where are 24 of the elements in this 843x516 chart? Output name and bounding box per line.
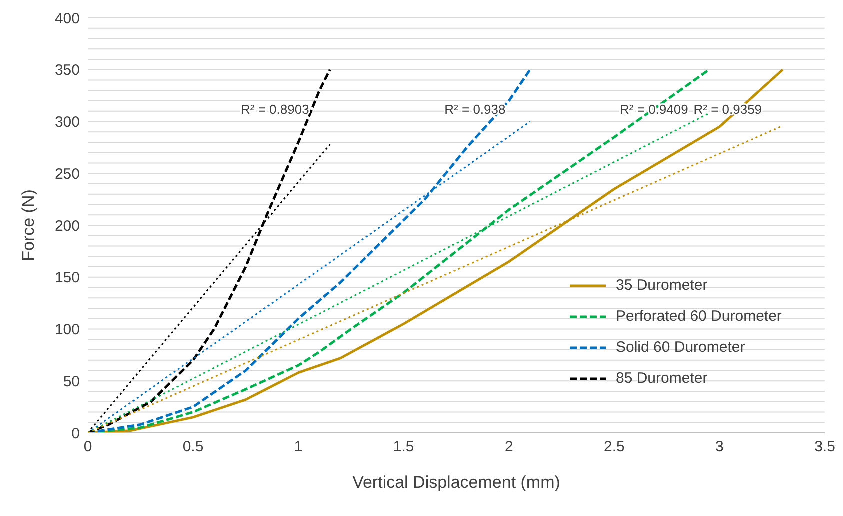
x-tick-label: 0.5: [182, 438, 204, 456]
legend-label: 35 Durometer: [616, 277, 708, 294]
x-tick-label: 3: [716, 438, 724, 456]
y-tick-label: 350: [54, 62, 80, 80]
annotation: R² = 0.8903: [241, 102, 310, 117]
legend-label: Solid 60 Durometer: [616, 339, 746, 356]
x-tick-label: 1.5: [393, 438, 414, 456]
y-tick-label: 100: [54, 322, 80, 339]
y-tick-label: 250: [54, 166, 80, 183]
x-axis-title: Vertical Displacement (mm): [352, 473, 560, 492]
x-tick-label: 1: [294, 438, 303, 456]
x-tick-label: 3.5: [814, 438, 836, 456]
x-tick-label: 2: [504, 438, 514, 456]
y-tick-label: 50: [63, 373, 80, 390]
y-tick-label: 400: [54, 10, 80, 28]
x-tick-label: 2.5: [604, 438, 625, 456]
legend-label: 85 Durometer: [616, 370, 708, 387]
y-tick-label: 0: [72, 425, 80, 442]
y-tick-label: 300: [54, 114, 80, 132]
x-tick-label: 0: [84, 438, 92, 456]
legend-label: Perforated 60 Durometer: [616, 308, 782, 325]
y-tick-label: 200: [54, 218, 80, 235]
y-axis-title: Force (N): [19, 190, 38, 262]
y-tick-label: 150: [54, 270, 80, 287]
